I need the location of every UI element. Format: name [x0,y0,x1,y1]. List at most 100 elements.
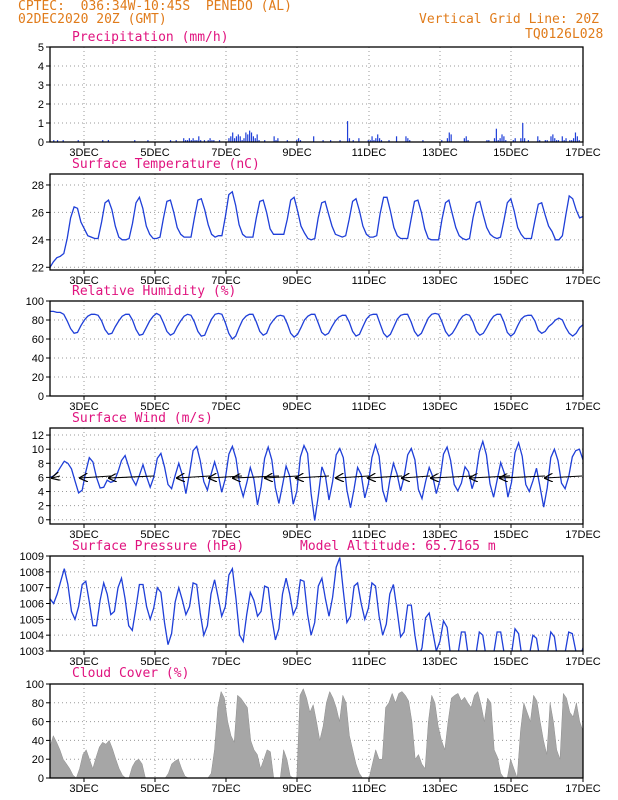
x-tick-label: 13DEC [422,783,458,795]
x-tick-label: 11DEC [352,401,387,413]
y-tick-label: 1007 [20,583,44,595]
y-tick-label: 24 [32,235,44,247]
precip-bar [264,140,266,142]
wind-arrow [545,476,583,478]
precip-bar [499,138,501,142]
precip-bar [190,140,192,142]
precip-bar [463,138,465,142]
y-tick-label: 0 [38,773,44,785]
y-tick-label: 1008 [20,567,44,579]
precip-bar [200,140,202,142]
precip-bar [107,140,109,142]
precip-bar [446,138,448,142]
y-tick-label: 0 [38,515,44,527]
x-tick-label: 15DEC [493,147,529,159]
precip-bar [185,140,187,142]
precip-bar [233,138,236,142]
precip-bar [522,123,524,142]
precip-bar [422,140,424,142]
x-tick-label: 7DEC [211,147,240,159]
precip-bar [395,136,398,142]
x-tick-label: 11DEC [352,529,387,541]
y-tick-label: 1003 [20,646,44,658]
precip-bar [102,140,104,142]
wind-arrow [402,476,431,478]
precip-bar [407,138,409,142]
precip-bar [228,138,230,142]
x-tick-label: 15DEC [493,529,529,541]
header-grid-note: Vertical Grid Line: 20Z [419,12,600,27]
x-tick-label: 13DEC [422,529,458,541]
precip-bar [211,140,213,142]
precip-bar [409,140,411,142]
x-tick-label: 17DEC [565,275,601,287]
x-tick-label: 5DEC [140,147,169,159]
precip-bar [258,140,260,142]
precip-bar [358,138,360,142]
plot-frame [49,683,584,779]
precip-bar [188,138,190,142]
precip-bar [554,138,556,142]
precip-bar [299,140,302,142]
precip-bar [561,136,563,142]
precip-bar [373,140,375,142]
precip-bar [367,140,369,142]
y-tick-label: 28 [32,180,44,192]
series-line-2 [50,310,583,340]
precip-bar [527,140,529,142]
x-tick-label: 11DEC [352,656,387,668]
y-tick-label: 20 [32,754,44,766]
precip-bar [569,140,571,142]
y-tick-label: 60 [32,717,44,729]
precip-bar [254,138,256,142]
x-tick-label: 9DEC [282,783,311,795]
precip-bar [441,140,443,142]
precip-bar [448,132,450,142]
x-tick-label: 3DEC [69,783,98,795]
precip-bar [574,132,577,142]
y-tick-label: 1004 [20,630,44,642]
x-tick-label: 17DEC [565,783,601,795]
y-tick-label: 1006 [20,599,44,611]
precip-bar [556,140,558,142]
plot-frame [49,427,584,525]
y-tick-label: 2 [38,501,44,513]
precip-bar [346,121,349,142]
y-tick-label: 0 [38,137,44,149]
precip-bar [232,132,234,142]
x-tick-label: 13DEC [422,147,458,159]
x-tick-label: 5DEC [140,401,169,413]
precip-bar [486,140,488,142]
x-tick-label: 13DEC [422,401,458,413]
x-tick-label: 7DEC [211,783,240,795]
x-tick-label: 9DEC [282,275,311,287]
precip-bar [537,136,539,142]
precip-bar [198,136,200,142]
x-tick-label: 15DEC [493,783,529,795]
x-tick-label: 13DEC [422,656,458,668]
panel-title: Cloud Cover (%) [72,666,189,681]
wind-arrow [265,476,299,478]
precip-bar [218,140,221,142]
precip-bar [380,140,383,142]
x-tick-label: 17DEC [565,401,601,413]
precip-bar [230,136,232,142]
y-tick-label: 2 [38,99,44,111]
precip-bar [339,140,341,142]
precip-bar [505,140,507,142]
precip-bar [330,140,332,142]
x-tick-label: 15DEC [493,656,529,668]
y-tick-label: 20 [32,372,44,384]
y-tick-label: 80 [32,698,44,710]
x-tick-label: 11DEC [352,783,387,795]
precip-bar [563,140,565,142]
precip-bar [209,138,211,142]
panel-title: Surface Pressure (hPa) [72,539,244,554]
precip-bar [250,132,253,142]
y-tick-label: 80 [32,315,44,327]
precip-bar [514,138,516,142]
y-tick-label: 0 [38,391,44,403]
x-tick-label: 3DEC [69,275,98,287]
y-tick-label: 5 [38,42,44,54]
